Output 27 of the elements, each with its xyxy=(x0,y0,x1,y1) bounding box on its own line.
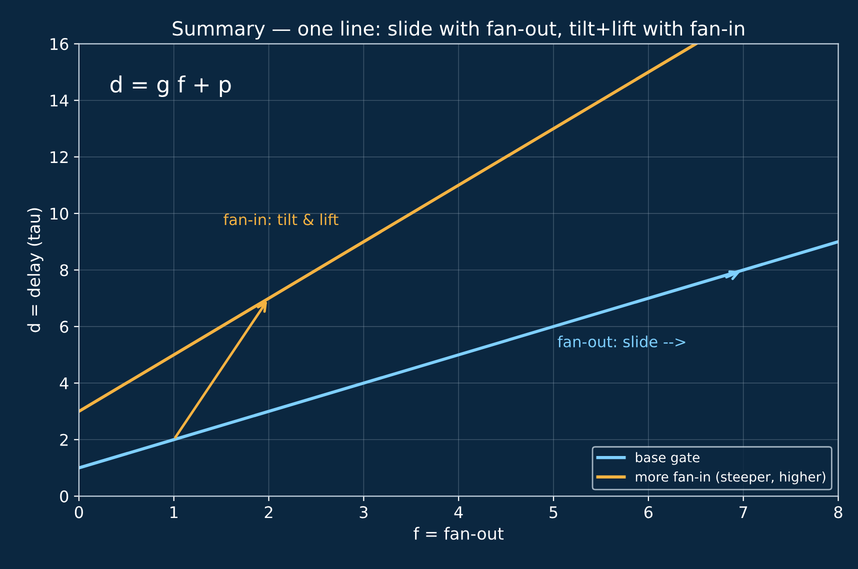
annotation: fan-out: slide --> xyxy=(558,336,686,348)
x-tick-label: 6 xyxy=(644,506,653,518)
y-tick-label: 12 xyxy=(50,151,68,163)
x-tick-label: 1 xyxy=(170,506,178,518)
y-tick-label: 16 xyxy=(50,38,68,50)
x-tick-label: 4 xyxy=(454,506,463,518)
legend-label: base gate xyxy=(636,452,700,465)
x-tick-label: 5 xyxy=(550,506,558,518)
x-tick-label: 7 xyxy=(740,506,748,518)
x-tick-label: 8 xyxy=(834,506,842,518)
line-series xyxy=(78,240,838,470)
legend-label: more fan-in (steeper, higher) xyxy=(636,472,826,484)
annotation: fan-in: tilt & lift xyxy=(224,213,338,226)
annotation: d = g f + p xyxy=(110,75,231,97)
y-tick-label: 6 xyxy=(60,320,68,333)
x-tick-label: 0 xyxy=(74,506,83,518)
y-tick-label: 4 xyxy=(60,378,68,390)
y-tick-label: 14 xyxy=(50,94,68,106)
y-tick-label: 8 xyxy=(60,264,68,276)
chart-title: Summary — one line: slide with fan-out, tilt+lift with fan-in xyxy=(172,20,744,40)
y-tick-label: 2 xyxy=(60,434,68,446)
x-tick-label: 3 xyxy=(360,506,368,518)
x-axis-title: f = fan-out xyxy=(414,526,504,540)
y-tick-label: 10 xyxy=(50,208,68,220)
x-tick-label: 2 xyxy=(264,506,272,518)
y-tick-label: 0 xyxy=(60,490,68,502)
y-axis-title: d = delay (tau) xyxy=(27,208,44,332)
